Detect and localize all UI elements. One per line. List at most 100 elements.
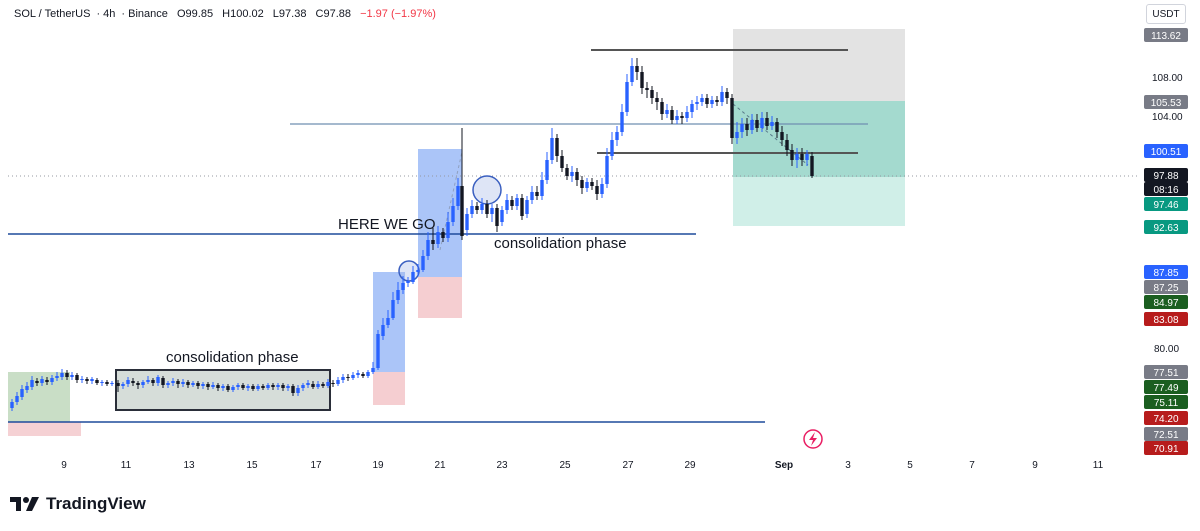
candle-body	[810, 156, 814, 176]
candle-body	[401, 283, 405, 290]
candle-body	[785, 140, 789, 150]
candle-body	[196, 383, 200, 386]
annotation-here-we-go[interactable]: HERE WE GO	[338, 216, 436, 233]
tradingview-icon	[10, 497, 39, 511]
candle-body	[80, 379, 84, 380]
candle-body	[795, 154, 799, 160]
candle-body	[316, 384, 320, 387]
candle-body	[680, 116, 684, 118]
candle-body	[540, 180, 544, 196]
time-tick: 3	[845, 460, 851, 471]
candle-body	[20, 389, 24, 397]
circle-marker-2[interactable]	[472, 175, 502, 205]
price-badge: 77.49	[1144, 380, 1188, 394]
candle-body	[201, 384, 205, 386]
price-badge-label: 75.11	[1154, 398, 1179, 409]
price-badge: 105.53	[1144, 95, 1188, 109]
candle-body	[136, 383, 140, 385]
candle-body	[236, 385, 240, 387]
time-tick: 21	[434, 460, 446, 471]
candle-body	[510, 200, 514, 206]
price-badge: 70.91	[1144, 441, 1188, 455]
candle-body	[705, 98, 709, 104]
ohlc-change: −1.97 (−1.97%)	[360, 8, 436, 20]
price-tick: 104.00	[1152, 112, 1183, 123]
circle-marker-1[interactable]	[398, 260, 420, 282]
price-badge-label: 87.25	[1153, 283, 1178, 294]
candle-body	[251, 386, 255, 389]
candle-body	[485, 204, 489, 214]
candle-body	[480, 204, 484, 210]
exchange-label: Binance	[128, 8, 168, 20]
candle-body	[555, 138, 559, 156]
candle-body	[730, 98, 734, 138]
candle-body	[301, 385, 305, 388]
price-axis[interactable]: 112.00 108.00 104.00 80.00 113.62105.531…	[1144, 28, 1188, 455]
time-tick: 27	[622, 460, 634, 471]
candle-body	[361, 374, 365, 376]
candle-body	[306, 383, 310, 385]
candle-body	[495, 208, 499, 226]
price-badge-label: 100.51	[1151, 147, 1182, 158]
candle-body	[660, 102, 664, 114]
currency-button[interactable]: USDT	[1146, 4, 1186, 24]
price-badge-label: 77.49	[1153, 383, 1178, 394]
symbol-header: SOL / TetherUS · 4h · Binance O99.85 H100.…	[14, 8, 436, 20]
candle-body	[271, 385, 275, 387]
candle-body	[161, 378, 165, 385]
candle-body	[296, 388, 300, 393]
candle-body	[55, 376, 59, 378]
symbol-name[interactable]: SOL / TetherUS	[14, 8, 91, 20]
candle-body	[356, 373, 360, 375]
ohlc-high: H100.02	[222, 8, 264, 20]
candle-body	[100, 382, 104, 383]
candle-body	[25, 386, 29, 390]
annotation-consolidation-1[interactable]: consolidation phase	[166, 349, 299, 366]
annotation-consolidation-2[interactable]: consolidation phase	[494, 235, 627, 252]
price-badge: 77.51	[1144, 365, 1188, 379]
price-badge-label: 97.46	[1153, 200, 1178, 211]
interval-label[interactable]: 4h	[103, 8, 116, 20]
candle-body	[431, 240, 435, 244]
candle-body	[351, 375, 355, 378]
candle-body	[620, 112, 624, 132]
price-badge: 08:16	[1144, 182, 1188, 196]
time-tick: 11	[1093, 460, 1104, 471]
candle-body	[610, 140, 614, 156]
candle-body	[615, 132, 619, 140]
price-tick: 80.00	[1154, 344, 1179, 355]
candle-body	[780, 132, 784, 140]
candle-body	[216, 385, 220, 388]
price-badge: 87.85	[1144, 265, 1188, 279]
candle-body	[630, 66, 634, 82]
candle-body	[231, 387, 235, 390]
tradingview-logo[interactable]: TradingView	[10, 494, 146, 514]
price-badge-label: 105.53	[1151, 98, 1182, 109]
candle-body	[146, 380, 150, 382]
price-tick: 108.00	[1152, 73, 1183, 84]
time-tick: 9	[1032, 460, 1038, 471]
price-badge-label: 70.91	[1153, 444, 1178, 455]
candle-body	[15, 396, 19, 402]
price-badge: 72.51	[1144, 427, 1188, 441]
price-chart[interactable]: consolidation phase HERE WE GO consolida…	[0, 0, 1200, 490]
candle-body	[500, 210, 504, 222]
candle-body	[575, 172, 579, 180]
candle-body	[166, 383, 170, 385]
candle-body	[470, 206, 474, 214]
time-tick: 25	[559, 460, 571, 471]
price-badge: 92.63	[1144, 220, 1188, 234]
lightning-icon[interactable]	[803, 429, 823, 449]
time-tick: Sep	[775, 460, 793, 471]
candle-body	[171, 381, 175, 383]
time-axis[interactable]: 9 11 13 15 17 19 21 23 25 27 29 Sep 3 5 7 9 11	[61, 460, 1103, 471]
candle-body	[560, 156, 564, 168]
candle-body	[750, 120, 754, 130]
candle-body	[341, 377, 345, 380]
candle-body	[396, 290, 400, 300]
candle-body	[211, 385, 215, 387]
price-badge: 97.46	[1144, 197, 1188, 211]
candle-body	[550, 138, 554, 160]
candle-body	[650, 90, 654, 98]
